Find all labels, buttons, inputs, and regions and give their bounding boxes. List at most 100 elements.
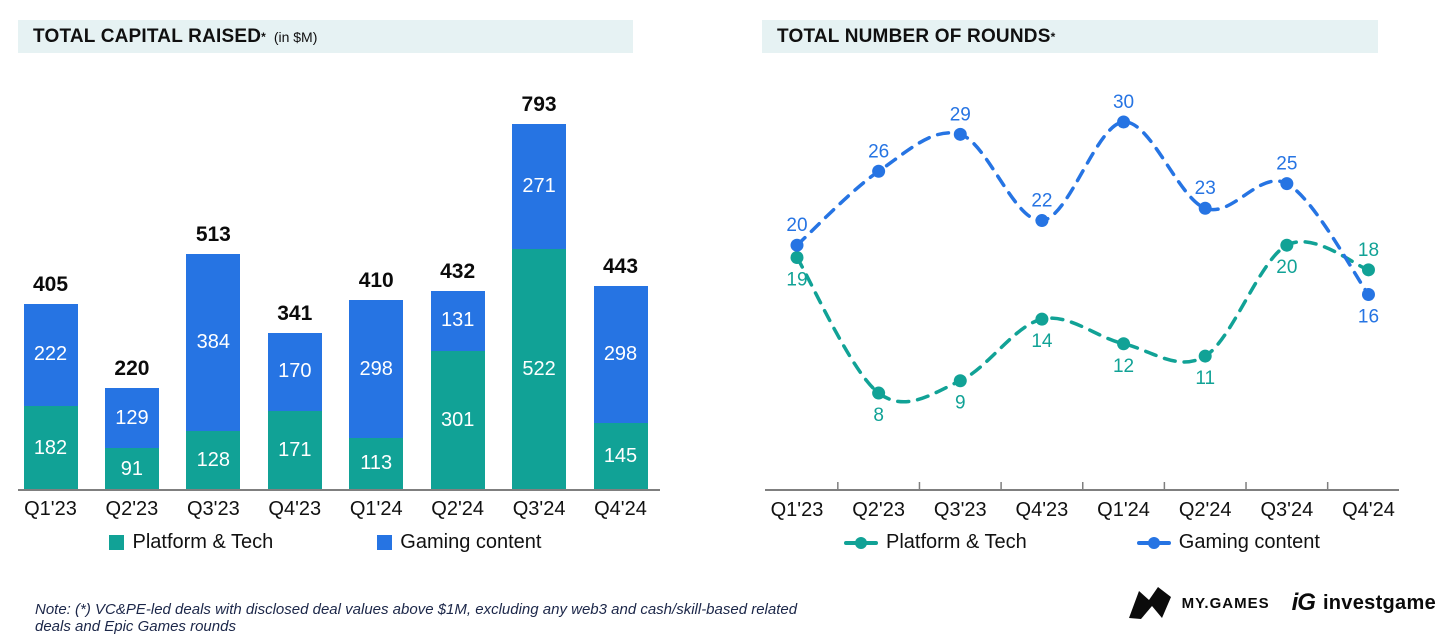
platform-tech-value-label: 12 [1113,356,1134,377]
platform-tech-value-label: 20 [1276,257,1297,278]
gaming-content-data-point [953,127,967,141]
bar-segment-gaming-content: 170 [267,332,322,412]
bar-total-label: 432 [440,259,476,283]
bar-legend-label-gaming-content: Gaming content [400,531,542,553]
platform-tech-value-label: 19 [786,270,807,291]
bar-segment-gaming-content: 129 [104,388,159,448]
bar-total-label: 443 [602,254,639,278]
bar-segment-platform-tech: 91 [104,448,159,490]
bar-segment-platform-tech: 522 [512,249,567,490]
bar-x-axis-label: Q1'24 [349,498,403,520]
platform-tech-data-point [1280,238,1294,252]
bar-x-axis-label: Q3'24 [512,498,566,520]
bar-segment-gaming-content: 271 [512,124,567,250]
bar-segment-platform-tech: 128 [186,430,241,490]
line-legend-label-platform-tech: Platform & Tech [885,531,1027,553]
gaming-content-data-point [1117,115,1131,129]
gaming-content-line [795,120,1371,297]
platform-tech-data-point [1117,337,1131,351]
bar-segment-gaming-content: 298 [593,285,648,424]
gaming-content-data-point [1035,214,1049,228]
gaming-content-line-swatch-icon [1136,536,1171,549]
bar-x-axis-label: Q2'24 [431,498,485,520]
line-legend-label-gaming-content: Gaming content [1178,531,1320,553]
bar-total-label: 341 [277,301,313,325]
gaming-content-value-label: 26 [868,141,889,162]
bar-x-axis-label: Q4'23 [268,498,322,520]
investgame-wordmark: investgame [1322,591,1436,614]
platform-tech-value-label: 14 [1031,331,1053,352]
investgame-logo-icon: iG [1291,589,1316,616]
platform-tech-swatch-icon [109,535,125,550]
bar-segment-gaming-content: 384 [186,253,241,431]
gaming-content-value-label: 29 [950,104,971,125]
bar-x-axis-label: Q1'23 [24,498,77,520]
platform-tech-data-point [953,374,967,388]
bar-chart-x-axis [18,489,660,491]
bar-chart-title-band: TOTAL CAPITAL RAISED * (in $M) [18,20,633,53]
gaming-content-data-point [1198,201,1212,215]
bar-segment-gaming-content: 298 [349,300,404,438]
footnote: Note: (*) VC&PE-led deals with disclosed… [35,601,798,635]
platform-tech-line [795,240,1371,404]
bar-segment-platform-tech: 301 [430,351,485,490]
bar-legend-label-platform-tech: Platform & Tech [132,531,274,553]
bar-segment-platform-tech: 171 [267,411,322,490]
bar-segment-platform-tech: 145 [593,423,648,490]
bar-segment-gaming-content: 222 [23,303,78,406]
line-x-axis-label: Q4'23 [1016,499,1069,521]
bar-total-label: 513 [195,222,231,246]
footer-logos: MY.GAMES iG investgame [1127,586,1436,620]
line-x-axis-label: Q3'23 [934,499,987,521]
bar-segment-platform-tech: 182 [23,406,78,490]
gaming-content-value-label: 23 [1195,178,1216,199]
platform-tech-data-point [790,251,804,265]
mygames-logo-icon [1128,587,1171,619]
platform-tech-value-label: 8 [873,405,884,426]
bar-total-label: 793 [521,93,557,116]
bar-chart-title: TOTAL CAPITAL RAISED [33,25,262,47]
line-legend-item-gaming-content: Gaming content [1136,531,1320,554]
gaming-content-value-label: 20 [786,215,807,236]
bar-chart-title-suffix: (in $M) [273,28,318,45]
line-x-axis-label: Q2'24 [1179,499,1232,521]
bar-chart-legend: Platform & Tech Gaming content [18,531,633,554]
line-x-axis-label: Q1'23 [771,499,824,521]
gaming-content-value-label: 30 [1113,92,1134,113]
line-x-axis-label: Q2'23 [852,499,905,521]
bar-x-axis-label: Q4'24 [594,498,647,520]
bar-x-axis-label: Q3'23 [186,498,240,520]
platform-tech-value-label: 11 [1195,368,1215,389]
gaming-content-data-point [1361,287,1375,301]
bar-total-label: 410 [358,269,394,293]
line-x-axis-label: Q1'24 [1097,499,1150,521]
line-x-axis-label: Q3'24 [1260,499,1313,521]
bar-segment-gaming-content: 131 [430,290,485,352]
line-chart-title-star: * [1050,29,1056,44]
line-chart-legend: Platform & Tech Gaming content [762,531,1402,554]
platform-tech-data-point [872,386,886,400]
bar-total-label: 405 [32,272,69,296]
platform-tech-data-point [1198,349,1212,363]
bar-total-label: 220 [114,357,150,381]
bar-segment-platform-tech: 113 [349,437,404,490]
bar-legend-item-gaming-content: Gaming content [377,531,542,554]
line-legend-item-platform-tech: Platform & Tech [843,531,1027,554]
gaming-content-value-label: 22 [1031,191,1052,212]
mygames-logo: MY.GAMES [1127,586,1270,620]
platform-tech-value-label: 18 [1358,240,1379,261]
bar-chart-title-star: * [261,29,266,44]
gaming-content-value-label: 25 [1276,154,1297,175]
line-x-axis-label: Q4'24 [1342,499,1395,521]
mygames-wordmark: MY.GAMES [1181,594,1270,612]
bar-legend-item-platform-tech: Platform & Tech [109,531,273,554]
platform-tech-line-swatch-icon [843,536,878,549]
gaming-content-data-point [872,164,886,178]
platform-tech-data-point [1361,263,1375,277]
bar-x-axis-label: Q2'23 [105,498,159,520]
gaming-content-swatch-icon [377,535,393,550]
gaming-content-data-point [1280,177,1294,191]
gaming-content-value-label: 16 [1358,306,1379,327]
platform-tech-value-label: 9 [955,393,966,414]
